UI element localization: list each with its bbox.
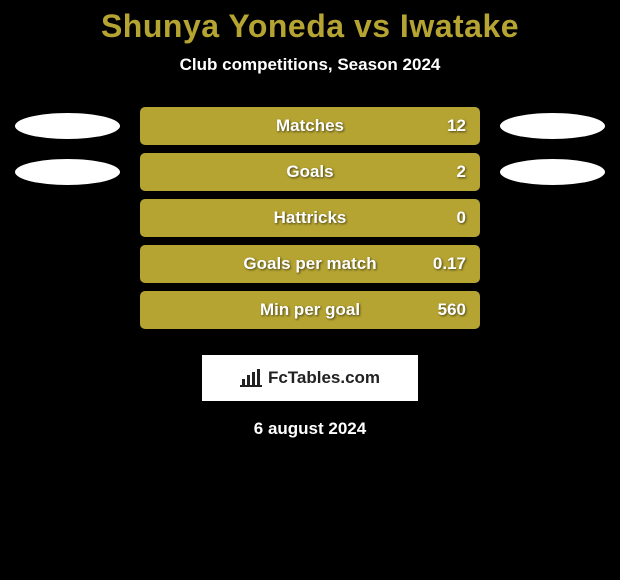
left-pill	[15, 113, 120, 139]
source-badge: FcTables.com	[202, 355, 418, 401]
stat-value: 2	[457, 162, 466, 182]
stat-label: Goals per match	[243, 254, 376, 274]
date-label: 6 august 2024	[254, 419, 366, 439]
infographic-container: Shunya Yoneda vs Iwatake Club competitio…	[0, 0, 620, 439]
left-pill	[15, 159, 120, 185]
stat-bar: Goals 2	[140, 153, 480, 191]
stat-value: 12	[447, 116, 466, 136]
stat-value: 560	[438, 300, 466, 320]
stat-label: Min per goal	[260, 300, 360, 320]
bar-chart-icon	[240, 369, 262, 387]
stat-label: Goals	[286, 162, 333, 182]
stat-row: Goals 2	[15, 153, 605, 191]
right-pill	[500, 113, 605, 139]
stats-list: Matches 12 Goals 2 Hattricks 0 Goals per match…	[15, 107, 605, 337]
stat-label: Hattricks	[274, 208, 347, 228]
stat-row: Min per goal 560	[15, 291, 605, 329]
stat-bar: Hattricks 0	[140, 199, 480, 237]
stat-row: Hattricks 0	[15, 199, 605, 237]
right-pill	[500, 159, 605, 185]
page-title: Shunya Yoneda vs Iwatake	[101, 8, 519, 45]
badge-brand: FcTables.com	[268, 368, 380, 388]
stat-label: Matches	[276, 116, 344, 136]
subtitle: Club competitions, Season 2024	[180, 55, 441, 75]
stat-bar: Min per goal 560	[140, 291, 480, 329]
stat-bar: Matches 12	[140, 107, 480, 145]
stat-value: 0.17	[433, 254, 466, 274]
stat-bar: Goals per match 0.17	[140, 245, 480, 283]
stat-row: Matches 12	[15, 107, 605, 145]
stat-row: Goals per match 0.17	[15, 245, 605, 283]
stat-value: 0	[457, 208, 466, 228]
